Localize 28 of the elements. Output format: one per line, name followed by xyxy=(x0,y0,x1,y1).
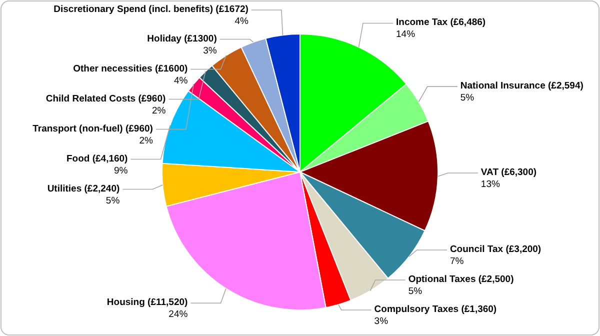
data-label: 4% xyxy=(174,75,188,86)
slice-label: Child Related Costs (£960) xyxy=(46,93,166,104)
slice-label: VAT (£6,300) xyxy=(480,167,537,178)
slice-label: Income Tax (£6,486) xyxy=(396,17,486,28)
data-label: 2% xyxy=(139,135,154,146)
data-label: 4% xyxy=(234,16,249,27)
slice-label: Council Tax (£3,200) xyxy=(450,244,542,255)
slice-label: Food (£4,160) xyxy=(66,153,128,164)
slice-label: Utilities (£2,240) xyxy=(47,183,120,194)
slice-label: Compulsory Taxes (£1,360) xyxy=(374,304,497,315)
data-label: 7% xyxy=(450,256,464,267)
slice-label: Optional Taxes (£2,500) xyxy=(408,274,514,285)
data-label: 24% xyxy=(168,309,188,320)
slice-label: Transport (non-fuel) (£960) xyxy=(32,123,153,134)
data-label: 13% xyxy=(480,179,500,190)
data-label: 5% xyxy=(460,92,475,104)
data-label: 3% xyxy=(203,45,218,56)
data-label: 9% xyxy=(114,165,128,176)
slice-label: Housing (£11,520) xyxy=(106,297,188,308)
data-label: 3% xyxy=(374,316,389,327)
data-label: 5% xyxy=(106,195,120,206)
data-label: 5% xyxy=(408,286,423,297)
data-label: 2% xyxy=(152,105,166,116)
slice-label: Discretionary Spend (incl. benefits) (£1672) xyxy=(54,4,248,15)
slice-label: Other necessities (£1600) xyxy=(73,63,188,74)
slice-label: Holiday (£1300) xyxy=(147,33,217,44)
slice-label: National Insurance (£2,594) xyxy=(460,80,584,92)
data-label: 14% xyxy=(396,29,416,40)
